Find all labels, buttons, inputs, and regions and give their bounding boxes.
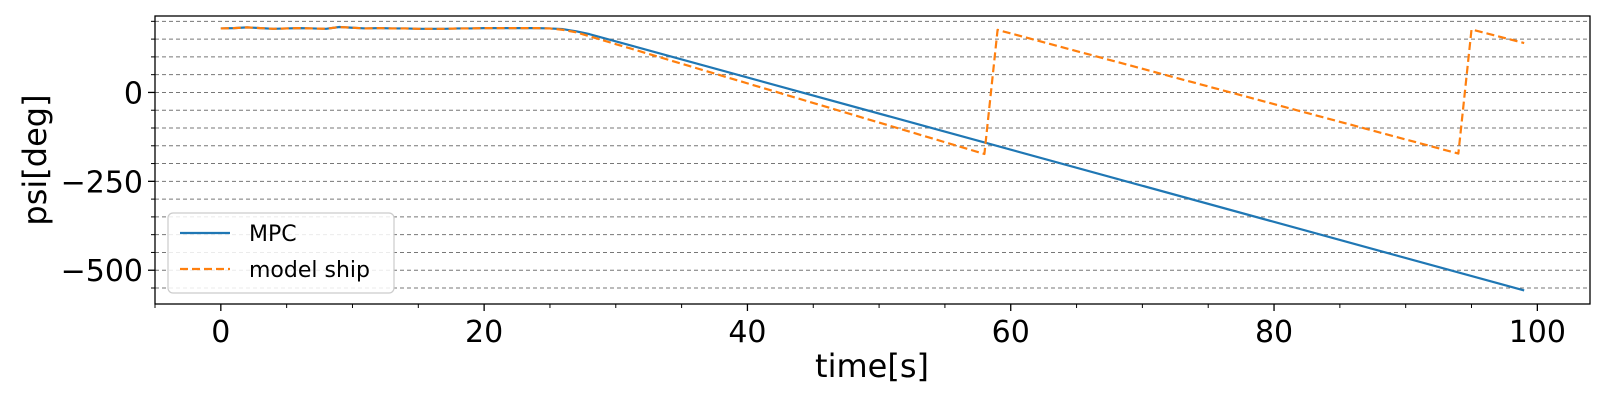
x-tick-label: 0 (211, 315, 230, 350)
y-axis: 0 −250 −500 (61, 20, 155, 289)
x-tick-label: 20 (465, 315, 503, 350)
legend-label-mpc: MPC (249, 222, 297, 247)
y-tick-label: −500 (61, 254, 143, 289)
y-tick-label: −250 (61, 165, 143, 200)
y-tick-label: 0 (124, 76, 143, 111)
x-axis-label: time[s] (815, 347, 929, 385)
series-line-model-ship (220, 25, 1525, 156)
x-axis: 0 20 40 60 80 100 (154, 304, 1566, 350)
x-tick-label: 80 (1255, 315, 1293, 350)
y-axis-label: psi[deg] (16, 94, 54, 225)
x-tick-label: 100 (1509, 315, 1566, 350)
legend-label-model-ship: model ship (249, 258, 370, 283)
x-tick-label: 40 (728, 315, 766, 350)
plot-frame (154, 15, 1591, 305)
x-tick-label: 60 (992, 315, 1030, 350)
series-lines (220, 25, 1525, 292)
legend: MPC model ship (167, 212, 395, 294)
series-line-mpc (220, 25, 1525, 292)
